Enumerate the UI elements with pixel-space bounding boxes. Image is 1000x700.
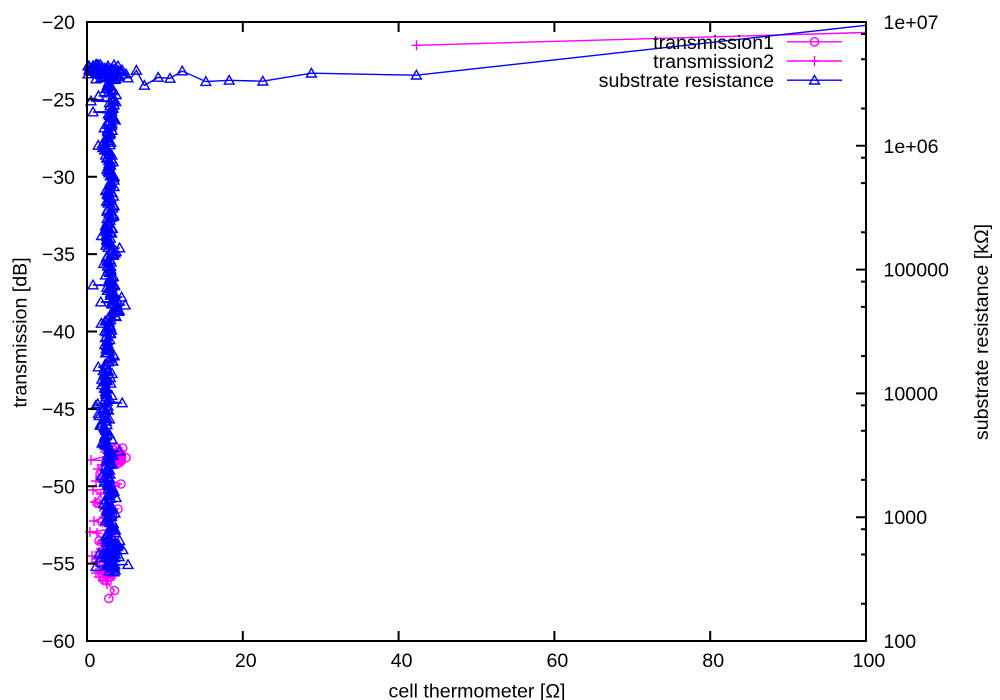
svg-text:100: 100 <box>853 650 886 672</box>
svg-text:cell thermometer [Ω]: cell thermometer [Ω] <box>389 680 566 700</box>
svg-text:40: 40 <box>391 650 413 672</box>
svg-text:10000: 10000 <box>884 383 939 405</box>
svg-text:1000: 1000 <box>884 507 928 529</box>
svg-text:−40: −40 <box>42 322 75 344</box>
svg-text:−45: −45 <box>42 399 75 421</box>
svg-text:−50: −50 <box>42 476 75 498</box>
svg-text:substrate resistance: substrate resistance <box>599 70 774 92</box>
svg-text:−20: −20 <box>42 12 75 34</box>
svg-text:60: 60 <box>547 650 569 672</box>
svg-text:−60: −60 <box>42 631 75 653</box>
svg-text:−55: −55 <box>42 554 75 576</box>
svg-text:transmission2: transmission2 <box>653 51 774 73</box>
svg-text:transmission1: transmission1 <box>653 32 774 54</box>
svg-text:80: 80 <box>702 650 724 672</box>
svg-text:−35: −35 <box>42 244 75 266</box>
svg-text:substrate resistance [kΩ]: substrate resistance [kΩ] <box>971 224 993 440</box>
svg-text:1e+06: 1e+06 <box>884 136 939 158</box>
svg-text:20: 20 <box>235 650 257 672</box>
svg-text:100000: 100000 <box>884 260 949 282</box>
svg-text:1e+07: 1e+07 <box>884 12 939 34</box>
svg-text:−30: −30 <box>42 167 75 189</box>
svg-text:100: 100 <box>884 631 917 653</box>
svg-text:−25: −25 <box>42 89 75 111</box>
svg-text:transmission [dB]: transmission [dB] <box>10 257 32 407</box>
svg-text:0: 0 <box>85 650 96 672</box>
